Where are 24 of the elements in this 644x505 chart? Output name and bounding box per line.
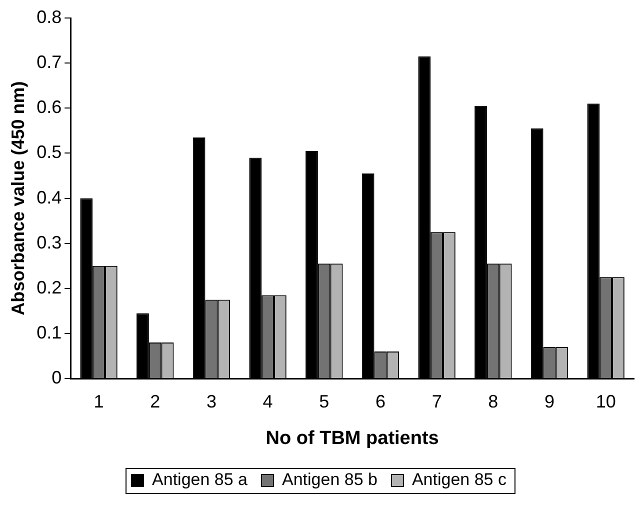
x-tick-label: 3 bbox=[206, 391, 216, 412]
legend-label: Antigen 85 c bbox=[412, 470, 507, 490]
x-tick-label: 9 bbox=[544, 391, 554, 412]
y-tick-label: 0.8 bbox=[36, 6, 62, 27]
x-tick-label: 6 bbox=[375, 391, 386, 412]
x-tick-label: 10 bbox=[596, 391, 616, 412]
y-tick-label: 0 bbox=[52, 368, 62, 388]
x-tick-label: 1 bbox=[94, 391, 104, 412]
x-tick-label: 7 bbox=[432, 391, 442, 412]
y-tick-label: 0.7 bbox=[36, 52, 62, 72]
x-tick-label: 8 bbox=[488, 391, 498, 412]
y-tick-label: 0.6 bbox=[36, 97, 62, 118]
x-tick-label: 2 bbox=[150, 391, 160, 412]
x-tick-label: 5 bbox=[319, 391, 330, 412]
x-tick-label: 4 bbox=[262, 391, 273, 412]
legend-label: Antigen 85 a bbox=[152, 470, 248, 490]
y-tick-label: 0.4 bbox=[36, 187, 62, 208]
y-tick-label: 0.1 bbox=[36, 322, 62, 342]
y-tick-label: 0.3 bbox=[36, 232, 62, 252]
legend-label: Antigen 85 b bbox=[282, 470, 378, 490]
y-tick-label: 0.5 bbox=[36, 142, 62, 162]
y-axis-title: Absorbance value (450 nm) bbox=[8, 81, 28, 316]
y-tick-label: 0.2 bbox=[36, 277, 62, 298]
x-axis-title: No of TBM patients bbox=[266, 428, 439, 449]
